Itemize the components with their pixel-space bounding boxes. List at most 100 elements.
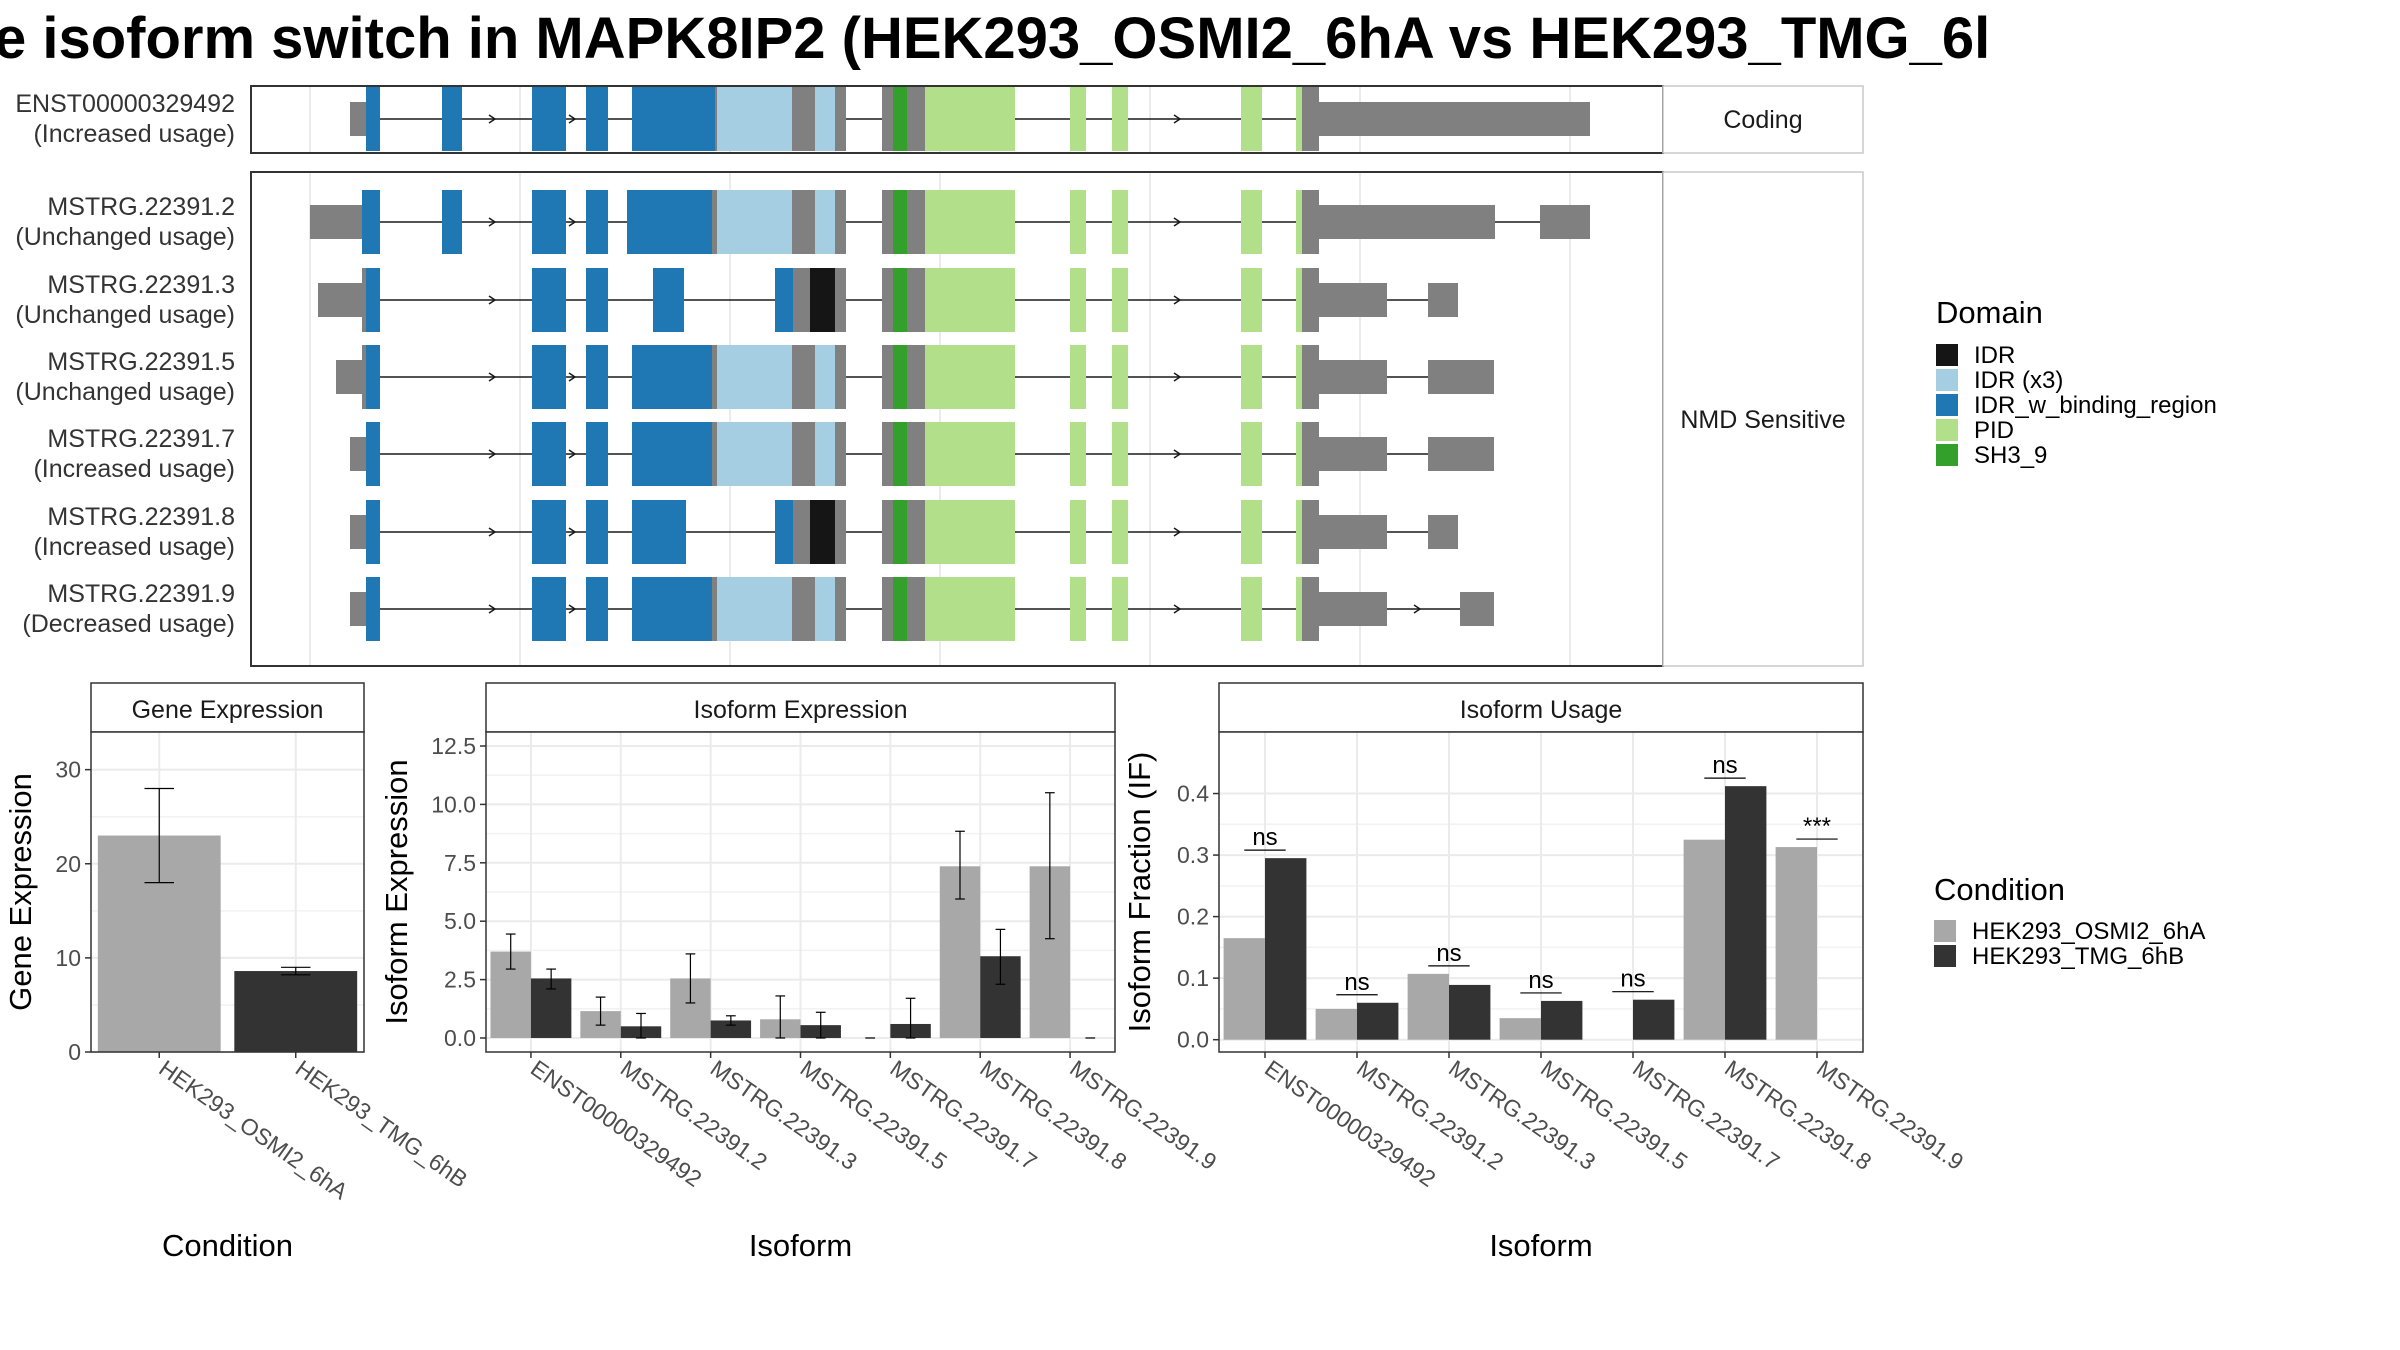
exon-segment [835, 190, 846, 254]
significance-label: ns [1620, 966, 1645, 993]
condition-legend-key [1934, 945, 1956, 967]
exon-segment [1241, 87, 1262, 151]
exon-segment [907, 577, 920, 641]
exon-segment [362, 345, 366, 409]
y-tick-label: 10 [55, 945, 81, 971]
bar [1407, 973, 1449, 1040]
exon-segment [934, 500, 1015, 564]
condition-legend-label: HEK293_OSMI2_6hA [1972, 918, 2205, 945]
exon-segment [1302, 87, 1310, 151]
exon-segment [366, 422, 380, 486]
exon-segment [1070, 268, 1086, 332]
exon-segment [750, 345, 760, 409]
exon-segment [442, 190, 462, 254]
condition-legend-key [1934, 920, 1956, 942]
exon-segment [1302, 422, 1310, 486]
exon-segment [882, 500, 893, 564]
exon-segment [1296, 87, 1302, 151]
exon-segment [1310, 190, 1319, 254]
direction-arrow [568, 604, 577, 614]
exon-segment [532, 87, 566, 151]
exon-segment [1319, 205, 1495, 239]
exon-segment [362, 268, 366, 332]
exon-segment [586, 345, 608, 409]
bar [1223, 938, 1265, 1040]
y-tick-label: 7.5 [444, 850, 476, 876]
direction-arrow [568, 372, 577, 382]
exon-segment [1070, 87, 1086, 151]
exon-segment [893, 190, 907, 254]
exon-segment [1070, 577, 1086, 641]
exon-segment [586, 422, 608, 486]
exon-segment [532, 190, 566, 254]
exon-segment [792, 577, 815, 641]
exon-segment [586, 268, 608, 332]
exon-segment [1428, 360, 1494, 394]
coding-strip-label: Coding [1723, 106, 1802, 134]
isoform-track: ENST00000329492(Increased usage) [15, 87, 1590, 151]
exon-segment [350, 102, 366, 136]
bar [1683, 839, 1725, 1040]
exon-segment [1310, 268, 1319, 332]
y-tick-label: 2.5 [444, 967, 476, 993]
nmd-strip-label: NMD Sensitive [1680, 406, 1845, 434]
exon-segment [792, 190, 815, 254]
y-tick-label: 0.3 [1177, 842, 1209, 868]
exon-segment [1302, 577, 1310, 641]
exon-segment [1319, 437, 1387, 471]
exon-segment [919, 268, 925, 332]
direction-arrow [1173, 527, 1182, 537]
exon-segment [792, 87, 815, 151]
exon-segment [632, 345, 712, 409]
exon-segment [815, 345, 835, 409]
x-axis-title: Isoform [1489, 1228, 1592, 1263]
y-tick-label: 0 [68, 1039, 81, 1065]
bar [234, 971, 358, 1052]
condition-legend-label: HEK293_TMG_6hB [1972, 943, 2184, 970]
isoform-id-label: MSTRG.22391.9 [47, 580, 235, 608]
domain-legend-label: SH3_9 [1974, 442, 2047, 469]
exon-segment [760, 422, 792, 486]
exon-segment [712, 577, 717, 641]
isoform-track: MSTRG.22391.3(Unchanged usage) [15, 268, 1458, 332]
exon-segment [815, 190, 835, 254]
exon-segment [1319, 102, 1590, 136]
exon-segment [815, 422, 835, 486]
exon-segment [907, 422, 920, 486]
isoform-structure-panel: Coding NMD Sensitive ENST00000329492(Inc… [15, 85, 1864, 667]
exon-segment [919, 87, 925, 151]
x-tick-label: MSTRG.22391.2 [616, 1055, 772, 1175]
exon-segment [919, 500, 925, 564]
y-tick-label: 0.0 [444, 1025, 476, 1051]
bar [1541, 1000, 1583, 1040]
exon-segment [925, 577, 934, 641]
direction-arrow [1173, 217, 1182, 227]
exon-segment [919, 190, 925, 254]
exon-segment [882, 268, 893, 332]
exon-segment [717, 422, 750, 486]
bar [1725, 786, 1767, 1040]
exon-segment [907, 87, 920, 151]
y-tick-label: 10.0 [431, 791, 476, 817]
exon-segment [362, 190, 380, 254]
exon-segment [632, 500, 686, 564]
significance-label: ns [1528, 967, 1553, 994]
exon-segment [907, 190, 920, 254]
isoform-track: MSTRG.22391.7(Increased usage) [33, 422, 1494, 486]
exon-segment [1540, 205, 1590, 239]
exon-segment [1241, 422, 1262, 486]
isoform-usage-label: (Decreased usage) [22, 610, 235, 638]
exon-segment [815, 577, 835, 641]
exon-segment [815, 87, 835, 151]
exon-segment [366, 500, 380, 564]
exon-segment [919, 577, 925, 641]
exon-segment [1296, 577, 1302, 641]
exon-segment [715, 87, 717, 151]
exon-segment [934, 190, 1015, 254]
isoform-id-label: MSTRG.22391.7 [47, 425, 235, 453]
exon-segment [750, 87, 760, 151]
exon-segment [1112, 577, 1128, 641]
exon-segment [717, 87, 750, 151]
exon-segment [1428, 515, 1458, 549]
significance-label: ns [1712, 752, 1737, 779]
